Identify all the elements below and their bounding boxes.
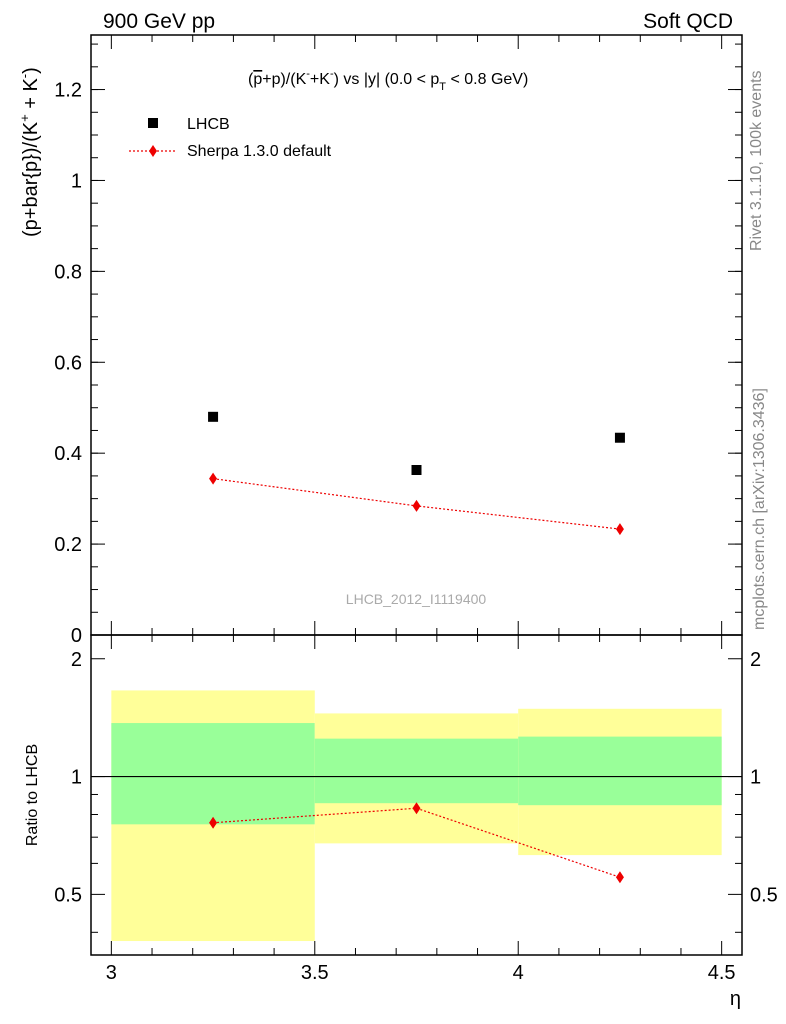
ratio-data xyxy=(209,802,624,884)
ratio-y-tick-label-right: 0.5 xyxy=(750,884,778,906)
title-superscript: - xyxy=(330,68,334,80)
mcplots-label: mcplots.cern.ch [arXiv:1306.3436] xyxy=(751,388,768,630)
mc-point xyxy=(209,472,218,485)
mc-point xyxy=(412,499,421,512)
ratio-y-tick-label: 1 xyxy=(71,767,82,789)
title-part: +K xyxy=(310,71,330,88)
legend-marker-sherpa xyxy=(149,145,157,157)
title-part: < 0.8 GeV) xyxy=(446,71,528,88)
y-axis-label: (p+bar{p})/(K+ + K-) xyxy=(17,67,42,237)
legend-label-sherpa: Sherpa 1.3.0 default xyxy=(187,143,332,160)
title-subscript: T xyxy=(439,81,446,93)
ylabel-part: + K xyxy=(20,78,42,115)
data-point xyxy=(411,465,422,475)
ylabel-superscript: - xyxy=(17,74,32,78)
main-data xyxy=(208,411,625,536)
ylabel-part: ) xyxy=(20,67,42,74)
x-tick-label: 3.5 xyxy=(301,962,329,984)
ratio-y-tick-label-right: 2 xyxy=(750,649,761,671)
uncertainty-band-inner xyxy=(314,738,519,804)
title-part: +p)/(K xyxy=(262,71,306,88)
title-superscript: - xyxy=(306,68,310,80)
ratio-y-label: Ratio to LHCB xyxy=(24,744,41,846)
ratio-frame xyxy=(90,634,743,956)
ratio-y-tick-label: 0.5 xyxy=(54,884,82,906)
title-pbar: p xyxy=(253,71,262,88)
header-left: 900 GeV pp xyxy=(103,10,215,33)
ratio-y-tick-label-right: 1 xyxy=(750,767,761,789)
ratio-axes: 0.5 0.5 1 1 2 2 3 3.5 4 4.5 xyxy=(54,635,778,984)
mc-point xyxy=(615,523,624,536)
legend: LHCB Sherpa 1.3.0 default xyxy=(129,116,332,160)
y-tick-label: 0.8 xyxy=(54,261,82,283)
ratio-mc-point xyxy=(615,871,624,884)
rivet-label: Rivet 3.1.10, 100k events xyxy=(748,70,765,251)
ratio-bands xyxy=(111,690,722,942)
legend-marker-lhcb xyxy=(148,118,158,128)
uncertainty-band-inner xyxy=(111,723,315,825)
data-point xyxy=(614,432,625,443)
header-right: Soft QCD xyxy=(643,10,733,33)
y-tick-label: 0.2 xyxy=(54,534,82,556)
y-tick-label: 1.2 xyxy=(54,80,82,102)
plot-title: (p+p)/(K-+K-) vs |y| (0.0 < pT < 0.8 GeV… xyxy=(248,68,528,93)
uncertainty-band-inner xyxy=(518,736,722,806)
x-tick-label: 4 xyxy=(513,962,524,984)
x-tick-label: 4.5 xyxy=(708,962,736,984)
y-tick-label: 0.4 xyxy=(54,443,82,465)
ylabel-part: (p+bar{p})/(K xyxy=(20,121,42,237)
title-part: ( xyxy=(248,71,254,88)
main-panel: 00.20.40.60.811.2 (p+p)/(K-+K-) vs |y| (… xyxy=(17,34,743,647)
main-axes: 0 0.2 0.4 0.6 0.8 1 1.2 xyxy=(54,35,742,647)
ylabel-superscript: + xyxy=(17,114,32,122)
ratio-mc-point xyxy=(209,816,218,829)
x-tick-label: 3 xyxy=(106,962,117,984)
ratio-panel: 0.5 0.5 1 1 2 2 3 3.5 4 4.5 Ratio to LHCB η xyxy=(24,634,778,1010)
y-tick-label: 0 xyxy=(71,625,82,647)
data-point xyxy=(208,411,219,422)
y-tick-label: 1 xyxy=(71,170,82,192)
x-axis-label: η xyxy=(730,988,741,1010)
ratio-y-tick-label: 2 xyxy=(71,649,82,671)
legend-label-lhcb: LHCB xyxy=(187,116,230,133)
title-part: ) vs |y| (0.0 < p xyxy=(334,71,440,88)
analysis-tag: LHCB_2012_I1119400 xyxy=(346,591,487,607)
ratio-mc-point xyxy=(412,802,421,815)
y-tick-label: 0.6 xyxy=(54,352,82,374)
